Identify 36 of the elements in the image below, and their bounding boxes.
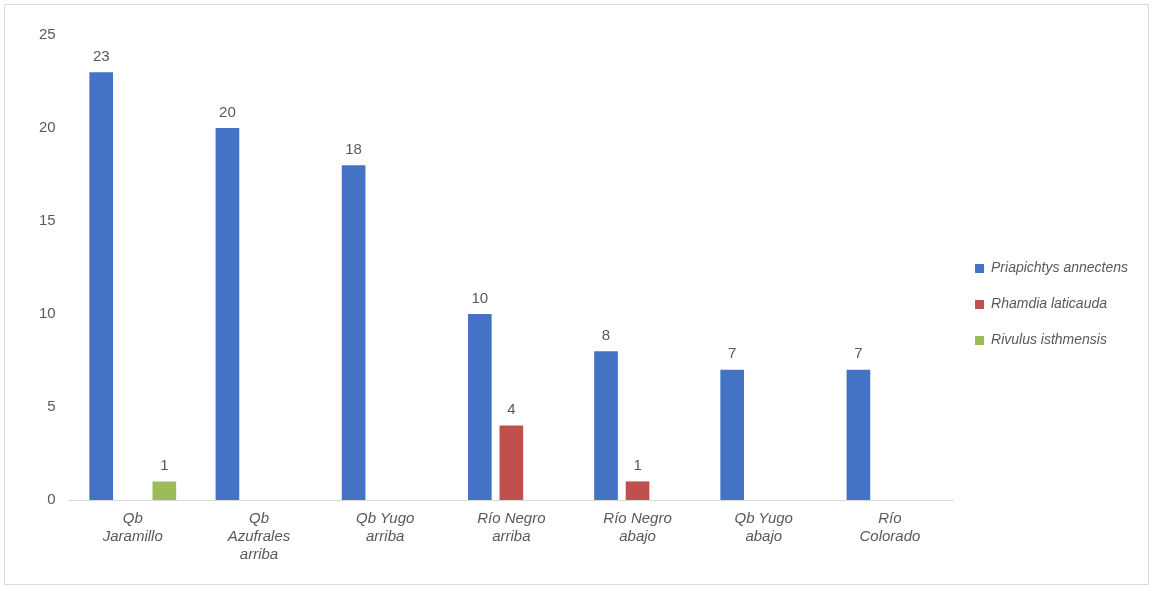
bar [594, 351, 618, 500]
data-label: 4 [507, 400, 516, 418]
legend-label: Priapichtys annectens [991, 259, 1128, 276]
bar [341, 165, 366, 500]
x-tick-label: Río Negro arriba [477, 509, 546, 545]
data-label: 1 [160, 456, 169, 474]
bar [89, 72, 114, 500]
data-label: 7 [854, 344, 863, 362]
data-label: 7 [728, 344, 737, 362]
x-tick-label: Río Negro abajo [603, 509, 672, 545]
bar [215, 128, 240, 500]
data-label: 23 [92, 46, 110, 64]
y-tick-label: 20 [39, 118, 56, 136]
data-label: 8 [601, 325, 611, 343]
bar [625, 481, 650, 500]
bar [499, 425, 524, 500]
y-tick-label: 15 [39, 211, 56, 229]
legend-label: Rivulus isthmensis [991, 331, 1107, 348]
bar [846, 369, 871, 500]
legend-label: Rhamdia laticauda [991, 295, 1108, 312]
bar [720, 369, 745, 500]
data-label: 20 [219, 102, 236, 120]
y-tick-label: 25 [39, 25, 56, 43]
data-label: 1 [633, 456, 642, 474]
bar [467, 314, 492, 500]
x-tick-label: Qb Azufrales arriba [226, 509, 291, 563]
bar [152, 481, 177, 500]
x-tick-label: Qb Yugo abajo [734, 509, 793, 545]
y-tick-label: 0 [47, 490, 56, 508]
data-label: 10 [471, 288, 489, 306]
data-label: 18 [345, 139, 362, 157]
x-tick-label: Río Colorado [859, 509, 921, 545]
y-tick-label: 5 [47, 397, 56, 415]
y-tick-label: 10 [39, 304, 56, 322]
x-tick-label: Qb Yugo arriba [355, 509, 415, 545]
x-tick-label: Qb Jaramillo [101, 509, 163, 545]
